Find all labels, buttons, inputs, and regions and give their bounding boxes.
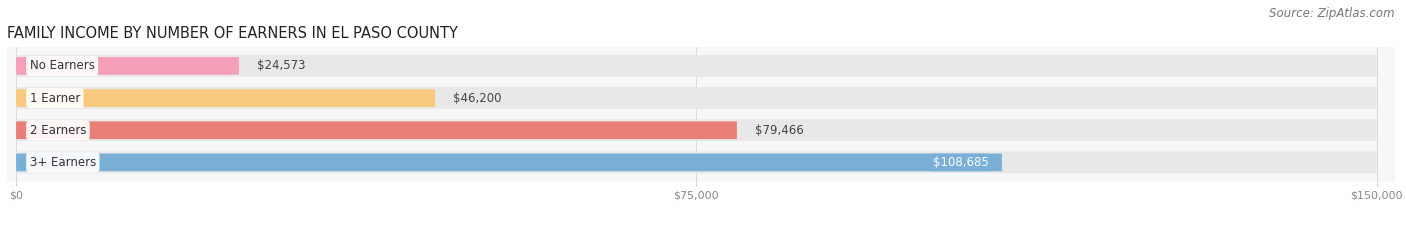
Text: $79,466: $79,466	[755, 124, 804, 137]
Text: $46,200: $46,200	[453, 92, 502, 105]
FancyBboxPatch shape	[15, 87, 1376, 109]
FancyBboxPatch shape	[15, 151, 1376, 173]
Text: $24,573: $24,573	[257, 59, 305, 72]
FancyBboxPatch shape	[15, 55, 1376, 77]
FancyBboxPatch shape	[15, 119, 1376, 141]
FancyBboxPatch shape	[15, 121, 737, 139]
Text: 2 Earners: 2 Earners	[30, 124, 86, 137]
Text: No Earners: No Earners	[30, 59, 94, 72]
FancyBboxPatch shape	[15, 89, 434, 107]
Text: $108,685: $108,685	[932, 156, 988, 169]
FancyBboxPatch shape	[15, 57, 239, 75]
Text: 3+ Earners: 3+ Earners	[30, 156, 96, 169]
Text: Source: ZipAtlas.com: Source: ZipAtlas.com	[1270, 7, 1395, 20]
Text: 1 Earner: 1 Earner	[30, 92, 80, 105]
FancyBboxPatch shape	[15, 154, 1002, 171]
Text: FAMILY INCOME BY NUMBER OF EARNERS IN EL PASO COUNTY: FAMILY INCOME BY NUMBER OF EARNERS IN EL…	[7, 26, 458, 41]
